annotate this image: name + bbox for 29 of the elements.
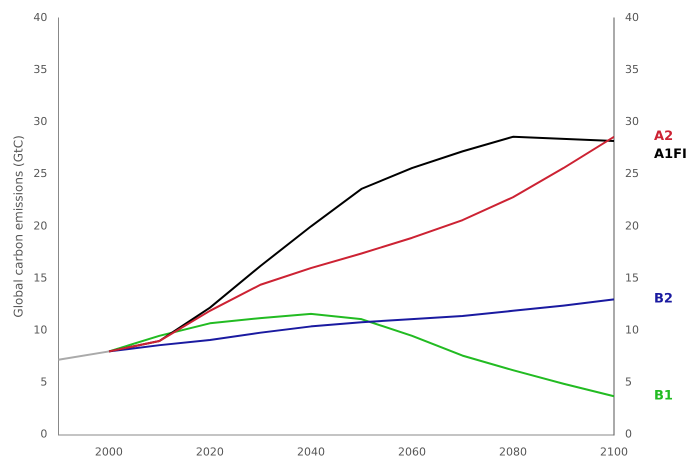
x-tick-label: 2020: [196, 445, 224, 458]
x-tick-label: 2000: [94, 445, 123, 458]
x-tick-label: 2060: [398, 445, 426, 458]
text: B2: [654, 292, 673, 307]
y2-tick-label: 5: [625, 376, 632, 389]
y-tick-label: 20: [33, 219, 48, 232]
y-tick-label: 30: [33, 115, 48, 128]
y-tick-label: 5: [40, 376, 48, 389]
text: A2: [654, 129, 674, 144]
y2-tick-label: 35: [625, 62, 640, 76]
y-tick-label: 25: [33, 167, 48, 180]
y2-tick-label: 15: [625, 271, 640, 284]
y2-tick-label: 10: [625, 323, 640, 336]
x-tick-label: 2080: [498, 445, 527, 458]
x-tick-label: 2100: [600, 445, 628, 458]
text: A1FI: [654, 147, 687, 162]
y-tick-label: 35: [33, 62, 48, 76]
y-tick-label: 15: [33, 271, 48, 284]
y2-tick-label: 0: [625, 428, 632, 441]
y-tick-label: 40: [33, 10, 48, 24]
x-tick-label: 2040: [296, 445, 325, 458]
y2-tick-label: 40: [625, 10, 640, 24]
y-tick-label: 10: [33, 323, 48, 336]
y2-tick-label: 20: [625, 219, 640, 232]
y2-tick-label: 30: [625, 115, 640, 128]
text: B1: [654, 388, 673, 404]
y-axis-title: Global carbon emissions (GtC): [11, 135, 26, 318]
y2-tick-label: 25: [625, 167, 640, 180]
y-tick-label: 0: [40, 428, 48, 441]
